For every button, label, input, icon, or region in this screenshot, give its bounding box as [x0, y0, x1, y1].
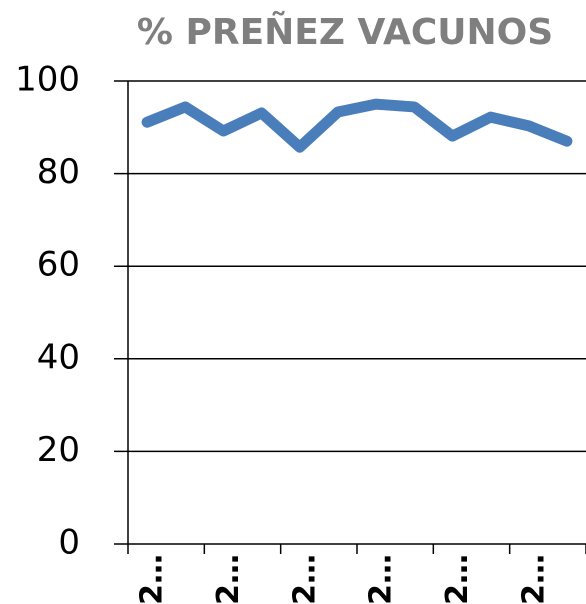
line-series — [141, 98, 573, 153]
x-tick-label: 2… — [516, 554, 551, 604]
x-tick-label: 2… — [287, 554, 322, 604]
x-tick-label: 2… — [440, 554, 475, 604]
y-tick-label: 0 — [58, 523, 80, 563]
y-tick-label: 40 — [37, 337, 80, 377]
y-tick-label: 80 — [37, 152, 80, 192]
x-tick-label: 2… — [211, 554, 246, 604]
chart-title: % PREÑEZ VACUNOS — [137, 11, 553, 53]
y-tick-label: 100 — [15, 60, 80, 100]
y-tick-label: 20 — [37, 430, 80, 470]
y-tick-label: 60 — [37, 245, 80, 285]
x-tick-label: 2… — [364, 554, 399, 604]
x-tick-label: 2… — [135, 554, 170, 604]
